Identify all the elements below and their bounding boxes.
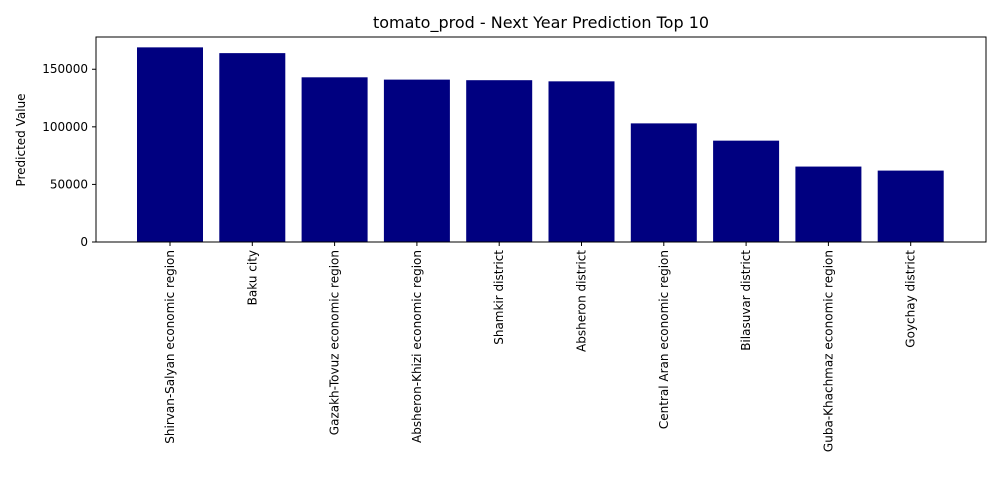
bar (383, 79, 450, 242)
bar (301, 77, 368, 242)
bars-group (137, 47, 944, 242)
y-tick-label: 150000 (42, 62, 88, 76)
x-tick-label: Central Aran economic region (657, 250, 671, 429)
y-axis-ticks: 0 50000 100000 150000 (42, 62, 96, 249)
bar (877, 170, 944, 242)
x-tick-label: Shamkir district (492, 250, 506, 345)
bar (548, 81, 615, 242)
y-tick-label: 0 (80, 235, 88, 249)
bar (137, 47, 203, 242)
x-tick-label: Shirvan-Salyan economic region (163, 250, 177, 444)
bar (466, 80, 533, 242)
bar (713, 140, 780, 242)
chart-title: tomato_prod - Next Year Prediction Top 1… (373, 13, 709, 33)
x-tick-label: Gazakh-Tovuz economic region (328, 250, 342, 435)
x-tick-label: Absheron district (575, 250, 589, 352)
x-tick-label: Bilasuvar district (739, 250, 753, 351)
x-tick-label: Absheron-Khizi economic region (410, 250, 424, 443)
x-tick-label: Baku city (245, 250, 259, 305)
y-tick-label: 50000 (50, 177, 88, 191)
plot-frame (95, 36, 987, 243)
x-axis-ticks: Shirvan-Salyan economic region Baku city G… (163, 242, 918, 452)
bar (630, 123, 697, 242)
x-tick-label: Guba-Khachmaz economic region (821, 250, 835, 452)
bar (219, 53, 286, 242)
bar (795, 166, 862, 242)
y-tick-label: 100000 (42, 120, 88, 134)
x-tick-label: Goychay district (904, 250, 918, 348)
y-axis-label: Predicted Value (14, 93, 28, 186)
